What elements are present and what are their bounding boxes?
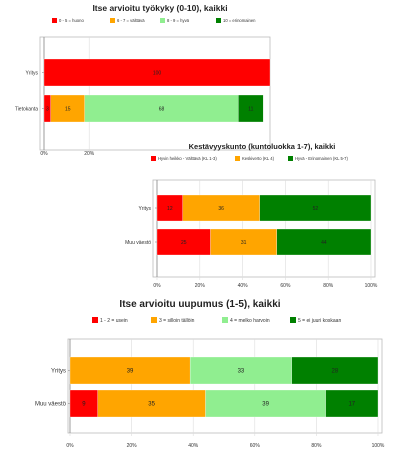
- x-tick-label: 100%: [372, 443, 385, 449]
- x-tick-label: 60%: [250, 443, 261, 449]
- bar-segment: [182, 194, 260, 222]
- category-label: Tietokanta: [15, 107, 38, 113]
- data-label: 17: [348, 402, 355, 408]
- data-label: 28: [332, 369, 339, 375]
- legend-label: 3 = silloin tällöin: [159, 318, 195, 324]
- data-label: 12: [167, 206, 173, 212]
- category-label: Muu väestö: [35, 402, 67, 408]
- chart-2: Kestävyyskunto (kuntoluokka 1-7), kaikki…: [125, 142, 378, 289]
- data-label: 3: [46, 106, 49, 112]
- legend-swatch: [151, 317, 157, 323]
- legend-label: Keskiverto (KL 4): [242, 156, 275, 161]
- chart-title: Itse arvioitu työkyky (0-10), kaikki: [92, 3, 227, 13]
- legend-swatch: [160, 18, 165, 23]
- bar-segment: [156, 228, 211, 256]
- x-tick-label: 100%: [365, 283, 378, 289]
- x-tick-label: 0%: [40, 151, 48, 157]
- legend-label: Hyvin heikko - Välttävä (KL 1-3): [158, 156, 217, 161]
- legend-label: Hyvä - Erinomainen (KL 5-7): [295, 156, 349, 161]
- bar-segment: [69, 389, 98, 418]
- plot-frame: [67, 338, 383, 434]
- data-label: 36: [218, 206, 224, 212]
- data-label: 39: [262, 402, 269, 408]
- data-label: 9: [82, 402, 86, 408]
- category-label: Muu väestö: [125, 240, 151, 246]
- x-tick-label: 20%: [195, 283, 206, 289]
- legend-swatch: [288, 156, 293, 161]
- chart-title: Kestävyyskunto (kuntoluokka 1-7), kaikki: [189, 142, 336, 151]
- data-label: 44: [321, 240, 327, 246]
- data-label: 31: [241, 240, 247, 246]
- legend-swatch: [235, 156, 240, 161]
- data-label: 25: [181, 240, 187, 246]
- x-tick-label: 60%: [280, 283, 291, 289]
- plot-frame: [152, 179, 376, 278]
- legend-swatch: [110, 18, 115, 23]
- legend-swatch: [290, 317, 296, 323]
- chart-title: Itse arvioitu uupumus (1-5), kaikki: [119, 299, 280, 310]
- legend-label: 6 - 7 = välttävä: [117, 18, 145, 23]
- bar-segment: [238, 94, 264, 123]
- data-label: 100: [153, 70, 162, 76]
- x-tick-label: 0%: [153, 283, 161, 289]
- chart-1: Itse arvioitu työkyky (0-10), kaikki 0 - …: [15, 3, 271, 157]
- category-label: Yritys: [26, 71, 39, 77]
- bar-segment: [259, 194, 372, 222]
- legend-label: 10 = erinomainen: [223, 18, 256, 23]
- bar-segment: [43, 58, 271, 87]
- legend-label: 0 - 5 = huono: [59, 18, 84, 23]
- legend-swatch: [151, 156, 156, 161]
- legend-label: 4 = melko harvoin: [230, 318, 270, 324]
- x-tick-label: 20%: [127, 443, 138, 449]
- data-label: 68: [159, 106, 165, 112]
- category-label: Yritys: [139, 206, 152, 212]
- data-label: 52: [313, 206, 319, 212]
- bar-segment: [50, 94, 85, 123]
- data-label: 35: [148, 402, 155, 408]
- bar-segment: [210, 228, 277, 256]
- x-tick-label: 0%: [66, 443, 74, 449]
- x-tick-label: 80%: [323, 283, 334, 289]
- x-tick-label: 80%: [311, 443, 322, 449]
- data-label: 11: [248, 106, 253, 112]
- legend-label: 1 - 2 = usein: [100, 318, 128, 324]
- bar-segment: [276, 228, 372, 256]
- legend-swatch: [92, 317, 98, 323]
- bar-segment: [205, 389, 326, 418]
- x-tick-label: 40%: [238, 283, 249, 289]
- bar-segment: [69, 356, 191, 385]
- legend-label: 5 = ei juuri koskaan: [298, 318, 341, 324]
- category-label: Yritys: [51, 369, 66, 375]
- x-tick-label: 20%: [84, 151, 95, 157]
- x-tick-label: 40%: [188, 443, 199, 449]
- plot-frame: [39, 36, 271, 151]
- data-label: 39: [127, 369, 134, 375]
- bar-segment: [97, 389, 206, 418]
- bar-segment: [156, 194, 183, 222]
- legend-swatch: [52, 18, 57, 23]
- legend-swatch: [222, 317, 228, 323]
- legend-swatch: [216, 18, 221, 23]
- bar-segment: [189, 356, 292, 385]
- data-label: 15: [65, 106, 71, 112]
- data-label: 33: [238, 369, 245, 375]
- chart-3: Itse arvioitu uupumus (1-5), kaikki 1 - 2…: [35, 299, 385, 449]
- legend-label: 8 - 9 = hyvä: [167, 18, 190, 23]
- bar-segment: [291, 356, 379, 385]
- bar-segment: [325, 389, 379, 418]
- bar-segment: [84, 94, 239, 123]
